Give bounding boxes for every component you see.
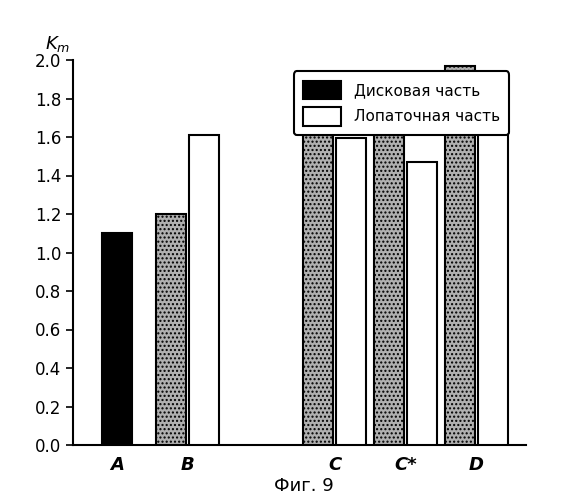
- Text: $K_m$: $K_m$: [45, 34, 70, 54]
- Bar: [374, 128, 404, 445]
- Bar: [478, 98, 508, 445]
- Bar: [304, 128, 333, 445]
- Bar: [445, 66, 475, 445]
- Bar: [336, 138, 366, 445]
- Bar: [407, 162, 437, 445]
- Bar: [102, 233, 131, 445]
- Bar: [189, 135, 219, 445]
- Bar: [156, 214, 186, 445]
- Legend: Дисковая часть, Лопаточная часть: Дисковая часть, Лопаточная часть: [294, 72, 509, 134]
- Text: Фиг. 9: Фиг. 9: [274, 477, 333, 495]
